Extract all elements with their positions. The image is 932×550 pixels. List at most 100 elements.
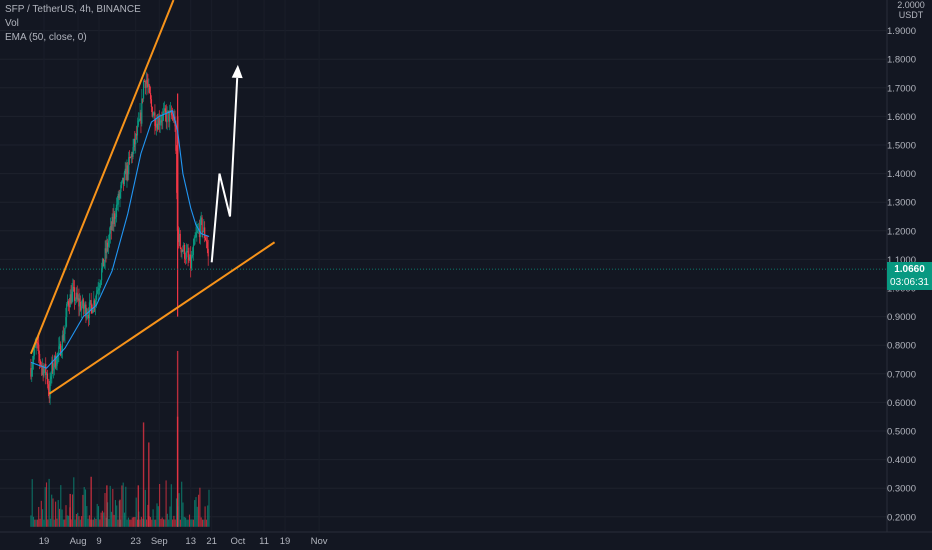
time-tick-label: 9 [96, 536, 101, 547]
candle-body [99, 284, 101, 289]
candle-body [158, 117, 160, 125]
upper-trendline[interactable] [29, 0, 175, 355]
candle-body [124, 168, 126, 173]
candle-body [69, 294, 71, 308]
candle-body [71, 291, 73, 304]
candle-body [34, 345, 36, 348]
candle-body [53, 355, 56, 368]
volume-bar [43, 519, 45, 527]
volume-bar [170, 484, 172, 527]
volume-bar [127, 517, 129, 527]
candle-body [100, 280, 102, 285]
volume-bar [129, 519, 131, 527]
candle-body [72, 287, 74, 292]
price-tick-label: 1.2000 [887, 226, 916, 237]
volume-bar [79, 519, 81, 527]
candle-body [59, 343, 61, 347]
volume-bar [87, 518, 89, 527]
candle-body [88, 302, 91, 319]
volume-bar [192, 519, 194, 527]
candle-body [184, 258, 187, 260]
volume-bar [125, 486, 127, 527]
volume-bar [205, 519, 207, 527]
volume-bar [179, 519, 181, 527]
time-tick-label: Aug [70, 536, 87, 547]
candle-body [94, 300, 96, 306]
volume-bar [86, 506, 88, 527]
candle-body [83, 308, 85, 309]
volume-bar [201, 519, 204, 527]
symbol-title[interactable]: SFP / TetherUS, 4h, BINANCE [5, 4, 141, 15]
volume-bar [207, 505, 209, 527]
volume-bar [62, 519, 64, 527]
price-tick-label: 0.8000 [887, 341, 916, 352]
volume-bar [71, 494, 74, 527]
candle-body [176, 150, 178, 193]
candle-body [162, 113, 164, 121]
volume-bar [126, 519, 128, 527]
candle-body [119, 192, 121, 199]
ema-line [30, 109, 210, 369]
volume-bar [172, 519, 174, 527]
ema-legend[interactable]: EMA (50, close, 0) [5, 32, 87, 43]
volume-bar [57, 500, 59, 527]
bar-countdown: 03:06:31 [890, 277, 929, 288]
candle-body [151, 107, 153, 117]
candle-body [163, 110, 165, 114]
candle-body [159, 122, 161, 125]
candle-body [128, 157, 131, 159]
candle-body [52, 360, 54, 371]
candle-body [144, 81, 146, 88]
volume-bar [53, 519, 55, 527]
volume-bar [175, 498, 178, 527]
volume-bar [68, 515, 70, 527]
volume-bar [97, 506, 100, 527]
candle-body [42, 365, 44, 376]
candle-body [204, 237, 207, 241]
candle-body [125, 168, 127, 181]
volume-legend[interactable]: Vol [5, 18, 19, 29]
volume-bar [77, 512, 79, 527]
candle-body [39, 360, 42, 365]
candle-body [102, 258, 104, 267]
candle-body [108, 240, 110, 247]
candle-body [149, 93, 152, 100]
candle-body [180, 247, 182, 253]
candle-body [40, 364, 42, 367]
price-tick-label: 1.8000 [887, 55, 916, 66]
volume-bar [82, 494, 84, 527]
volume-bar [122, 482, 124, 527]
candle-body [123, 172, 125, 184]
time-axis[interactable]: 19 Aug 9 23 Sep 13 21 Oct 11 19 Nov [39, 536, 328, 547]
candle-body [194, 237, 196, 239]
volume-bar [45, 482, 48, 527]
candle-body [63, 334, 65, 341]
volume-bar [156, 503, 158, 527]
candle-body [90, 300, 92, 305]
candle-body [32, 363, 34, 370]
candle-body [105, 248, 107, 253]
price-axis-top-label: 2.0000 [897, 0, 925, 10]
candle-body [113, 213, 115, 224]
candle-body [95, 293, 97, 301]
candle-body [78, 298, 80, 307]
lower-trendline[interactable] [48, 241, 276, 395]
volume-bar [203, 519, 205, 527]
volume-bar [194, 500, 196, 527]
volume-bar [183, 516, 185, 527]
candle-body [181, 250, 183, 253]
candle-body [122, 177, 125, 184]
projection-line[interactable] [210, 77, 239, 263]
volume-bar [114, 500, 116, 527]
volume-spike [137, 485, 140, 527]
candle-body [130, 154, 132, 158]
candle-body [109, 226, 111, 234]
candle-body [43, 369, 45, 376]
volume-bar [95, 519, 97, 527]
candle-body [142, 98, 144, 100]
candle-body [177, 229, 180, 243]
volume-bar [153, 519, 155, 527]
candle-body [198, 228, 201, 238]
candle-body [120, 185, 122, 193]
